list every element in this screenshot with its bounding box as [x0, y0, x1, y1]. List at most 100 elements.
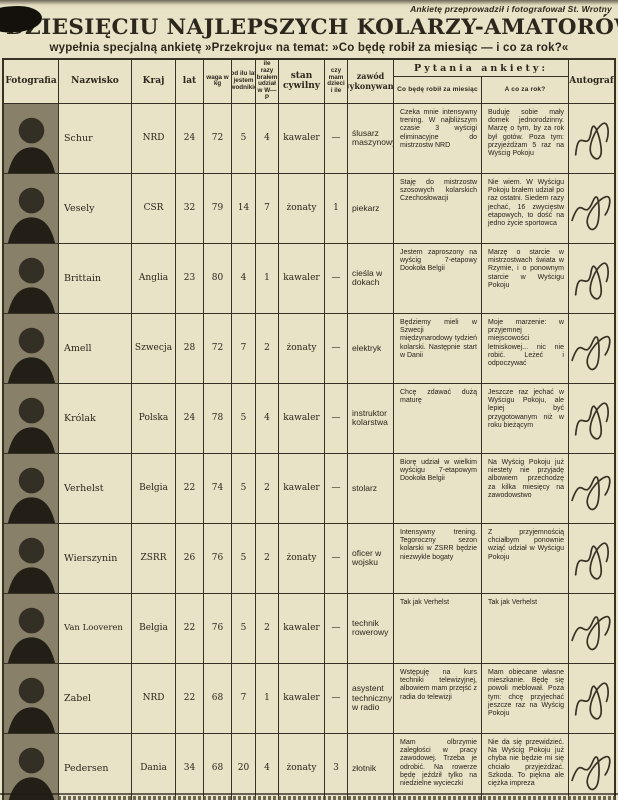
portrait-photo [4, 663, 59, 733]
cell-children: — [325, 243, 348, 313]
cell-profession: oficer w wojsku [348, 523, 394, 593]
autograph-signature [569, 594, 614, 663]
cell-name: Pedersen [59, 733, 132, 800]
cell-name: Verhelst [59, 453, 132, 523]
portrait-photo [4, 523, 59, 593]
table-row: Verhelst Belgia 22 74 5 2 kawaler — stol… [4, 453, 614, 524]
cell-country: NRD [132, 663, 176, 733]
cell-answer-year: Nie wiem. W Wyścigu Pokoju brałem udział… [482, 173, 569, 243]
cell-children: — [325, 523, 348, 593]
cell-answer-month: Biorę udział w wielkim wyścigu 7-etapowy… [394, 453, 482, 523]
cell-weight: 79 [204, 173, 232, 243]
portrait-photo [4, 453, 59, 523]
portrait-photo [4, 383, 59, 453]
cell-answer-month: Staję do mistrzostw szosowych kolarskich… [394, 173, 482, 243]
cell-wp-starts: 4 [256, 733, 279, 800]
autograph-signature [569, 314, 614, 383]
cell-name: Królak [59, 383, 132, 453]
table-row: Van Looveren Belgia 22 76 5 2 kawaler — … [4, 593, 614, 664]
col-header-years-pro: od ilu lat jestem zawodnikiem [232, 60, 256, 103]
cell-name: Zabel [59, 663, 132, 733]
page-title: DZIESIĘCIU NAJLEPSZYCH KOLARZY-AMATORÓW … [6, 15, 618, 40]
questions-group-title: Pytania ankiety: [394, 60, 568, 77]
survey-table: Fotografia Nazwisko Kraj lat waga w kg o… [2, 58, 616, 800]
cell-wp-starts: 1 [256, 243, 279, 313]
portrait-photo [4, 593, 59, 663]
col-header-country: Kraj [132, 60, 176, 103]
col-header-wp-starts: ile razy brałem udział w W—P [256, 60, 279, 103]
cell-marital: żonaty [279, 523, 325, 593]
cell-answer-month: Wstępuję na kurs techniki telewizyjnej, … [394, 663, 482, 733]
cell-age: 22 [176, 593, 204, 663]
cell-answer-month: Tak jak Verhelst [394, 593, 482, 663]
cell-answer-year: Tak jak Verhelst [482, 593, 569, 663]
cell-marital: kawaler [279, 453, 325, 523]
cell-age: 34 [176, 733, 204, 800]
cell-name: Schur [59, 103, 132, 173]
cell-profession: stolarz [348, 453, 394, 523]
cell-answer-month: Jestem zaproszony na wyścig 7-etapowy Do… [394, 243, 482, 313]
cut-off-caption-artifact [58, 796, 618, 800]
cell-age: 22 [176, 453, 204, 523]
cell-marital: żonaty [279, 313, 325, 383]
cell-marital: kawaler [279, 243, 325, 313]
table-row: Zabel NRD 22 68 7 1 kawaler — asystent t… [4, 663, 614, 734]
table-header-row: Fotografia Nazwisko Kraj lat waga w kg o… [4, 60, 614, 104]
cell-marital: kawaler [279, 103, 325, 173]
cell-country: Belgia [132, 593, 176, 663]
cell-children: — [325, 593, 348, 663]
cell-country: Belgia [132, 453, 176, 523]
cell-weight: 68 [204, 733, 232, 800]
cell-name: Vesely [59, 173, 132, 243]
cell-children: — [325, 383, 348, 453]
col-header-profession: zawód wykonywany [348, 60, 394, 103]
cell-age: 24 [176, 383, 204, 453]
cell-country: Anglia [132, 243, 176, 313]
cell-name: Brittain [59, 243, 132, 313]
scan-shadow-artifact [0, 0, 618, 5]
cell-wp-starts: 2 [256, 313, 279, 383]
cell-age: 32 [176, 173, 204, 243]
table-row: Królak Polska 24 78 5 4 kawaler — instru… [4, 383, 614, 454]
cell-answer-year: Jeszcze raz jechać w Wyścigu Pokoju, ale… [482, 383, 569, 453]
cell-answer-month: Mam olbrzymie zaległości w pracy zawodow… [394, 733, 482, 800]
cell-answer-year: Z przyjemnością chciałbym ponownie wziąć… [482, 523, 569, 593]
cell-answer-month: Intensywny trening. Tegoroczny sezon kol… [394, 523, 482, 593]
cell-wp-starts: 2 [256, 523, 279, 593]
cell-wp-starts: 2 [256, 593, 279, 663]
cell-age: 24 [176, 103, 204, 173]
cell-marital: kawaler [279, 593, 325, 663]
cell-weight: 78 [204, 383, 232, 453]
cell-answer-month: Będziemy mieli w Szwecji międzynarodowy … [394, 313, 482, 383]
cell-children: — [325, 663, 348, 733]
cell-profession: elektryk [348, 313, 394, 383]
cell-country: NRD [132, 103, 176, 173]
cell-answer-year: Marzę o starcie w mistrzostwach świata w… [482, 243, 569, 313]
cell-age: 23 [176, 243, 204, 313]
col-header-weight: waga w kg [204, 60, 232, 103]
cell-age: 22 [176, 663, 204, 733]
col-header-name: Nazwisko [59, 60, 132, 103]
masthead: Ankietę przeprowadził i fotografował St.… [0, 0, 618, 56]
cell-country: ZSRR [132, 523, 176, 593]
cell-children: — [325, 313, 348, 383]
autograph-signature [569, 174, 614, 243]
cell-age: 26 [176, 523, 204, 593]
cell-marital: kawaler [279, 383, 325, 453]
cell-marital: żonaty [279, 173, 325, 243]
cell-children: — [325, 103, 348, 173]
portrait-photo [4, 243, 59, 313]
portrait-photo [4, 103, 59, 173]
cell-weight: 76 [204, 523, 232, 593]
cell-weight: 80 [204, 243, 232, 313]
cell-profession: technik rowerowy [348, 593, 394, 663]
cell-years-pro: 5 [232, 103, 256, 173]
col-header-photo: Fotografia [4, 60, 59, 103]
table-row: Schur NRD 24 72 5 4 kawaler — ślusarz ma… [4, 103, 614, 174]
col-header-questions-group: Pytania ankiety: Co będę robił za miesią… [394, 60, 569, 103]
autograph-signature [569, 454, 614, 523]
cell-profession: piekarz [348, 173, 394, 243]
autograph-signature [569, 384, 614, 453]
table-row: Amell Szwecja 28 72 7 2 żonaty — elektry… [4, 313, 614, 384]
